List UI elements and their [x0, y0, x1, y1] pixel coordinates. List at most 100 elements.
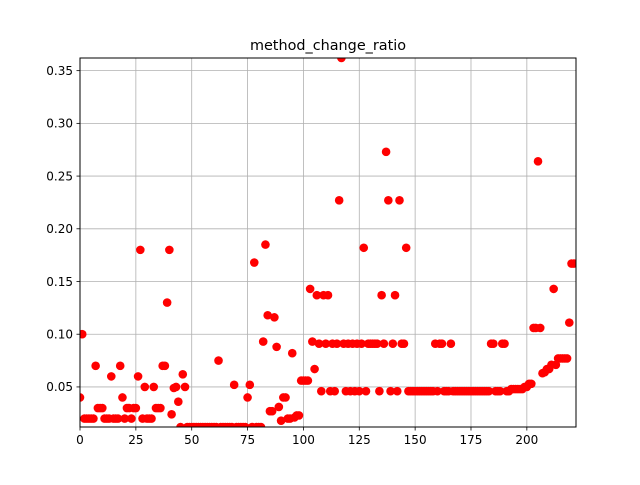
data-point: [437, 339, 447, 349]
data-point: [535, 323, 545, 333]
data-point: [287, 348, 297, 358]
plot-area-frame: [79, 57, 577, 428]
x-axis-ticks: 0 25 50 75 100 125 150 175 200: [76, 427, 538, 447]
data-point: [276, 416, 286, 425]
y-tick-label: 0.10: [46, 328, 73, 342]
data-point: [214, 356, 223, 365]
x-tick-label: 100: [292, 433, 315, 447]
data-point: [549, 284, 558, 294]
data-point: [399, 339, 409, 349]
data-point: [332, 339, 342, 349]
data-point: [89, 414, 98, 423]
data-point: [395, 196, 404, 205]
data-point: [316, 386, 326, 396]
data-point: [178, 369, 188, 379]
data-point: [131, 403, 141, 413]
data-point: [321, 339, 331, 349]
data-point: [243, 393, 252, 402]
data-point: [386, 386, 395, 396]
data-point: [176, 422, 185, 427]
data-point: [392, 386, 402, 396]
x-tick-label: 125: [348, 433, 371, 447]
x-tick-label: 175: [460, 433, 483, 447]
data-point: [180, 382, 190, 392]
data-point: [330, 386, 340, 396]
data-point: [294, 411, 304, 420]
data-point: [174, 397, 183, 406]
data-points: [80, 58, 576, 427]
data-point: [147, 414, 156, 423]
data-point: [98, 403, 107, 413]
y-tick-label: 0.15: [46, 275, 73, 289]
data-point: [106, 372, 116, 381]
data-point: [263, 310, 272, 320]
data-point: [162, 298, 172, 307]
data-point: [388, 339, 398, 349]
data-point: [384, 196, 393, 205]
data-point: [274, 402, 284, 412]
data-point: [323, 290, 333, 300]
data-point: [305, 284, 315, 294]
data-point: [401, 243, 411, 253]
data-point: [281, 393, 290, 402]
data-point: [527, 379, 536, 389]
data-point: [241, 422, 250, 427]
data-point: [308, 337, 317, 346]
data-point: [258, 337, 268, 346]
data-point: [484, 386, 494, 396]
x-tick-label: 50: [184, 433, 199, 447]
data-point: [270, 313, 279, 322]
data-point: [267, 406, 277, 416]
data-point: [446, 339, 456, 349]
data-point: [133, 372, 143, 381]
data-point: [312, 290, 322, 300]
y-tick-label: 0.30: [46, 117, 73, 131]
y-tick-label: 0.35: [46, 64, 73, 78]
data-point: [115, 361, 125, 371]
x-tick-label: 75: [240, 433, 255, 447]
data-point: [171, 382, 181, 392]
data-point: [160, 361, 170, 371]
data-point: [379, 339, 389, 349]
data-point: [433, 386, 442, 396]
data-point: [136, 245, 145, 255]
data-point: [118, 393, 127, 402]
data-point: [165, 245, 174, 255]
data-point: [80, 329, 87, 339]
data-point: [91, 361, 100, 371]
data-point: [495, 386, 505, 396]
data-point: [229, 380, 239, 390]
data-point: [381, 147, 391, 157]
data-point: [256, 422, 266, 427]
data-point: [569, 259, 576, 268]
data-point: [533, 157, 543, 166]
data-point: [314, 339, 324, 349]
data-point: [354, 386, 364, 396]
data-point: [272, 342, 281, 352]
data-point: [357, 339, 366, 349]
data-point: [562, 354, 572, 363]
data-point: [310, 364, 319, 374]
x-tick-label: 0: [76, 433, 84, 447]
data-point: [359, 243, 369, 253]
x-tick-label: 150: [404, 433, 427, 447]
data-point: [80, 393, 85, 402]
data-point: [337, 58, 346, 63]
data-point: [375, 386, 384, 396]
grid-lines: [79, 58, 576, 427]
data-point: [249, 258, 259, 267]
data-point: [140, 382, 150, 392]
data-point: [372, 339, 382, 349]
data-point: [167, 410, 176, 419]
data-point: [361, 386, 371, 396]
data-point: [500, 339, 509, 349]
data-point: [334, 196, 344, 205]
y-tick-label: 0.05: [46, 380, 73, 394]
data-point: [390, 290, 400, 300]
y-tick-label: 0.25: [46, 169, 73, 183]
data-point: [489, 339, 498, 349]
y-axis-ticks: 0.05 0.10 0.15 0.20 0.25 0.30 0.35: [46, 64, 80, 394]
